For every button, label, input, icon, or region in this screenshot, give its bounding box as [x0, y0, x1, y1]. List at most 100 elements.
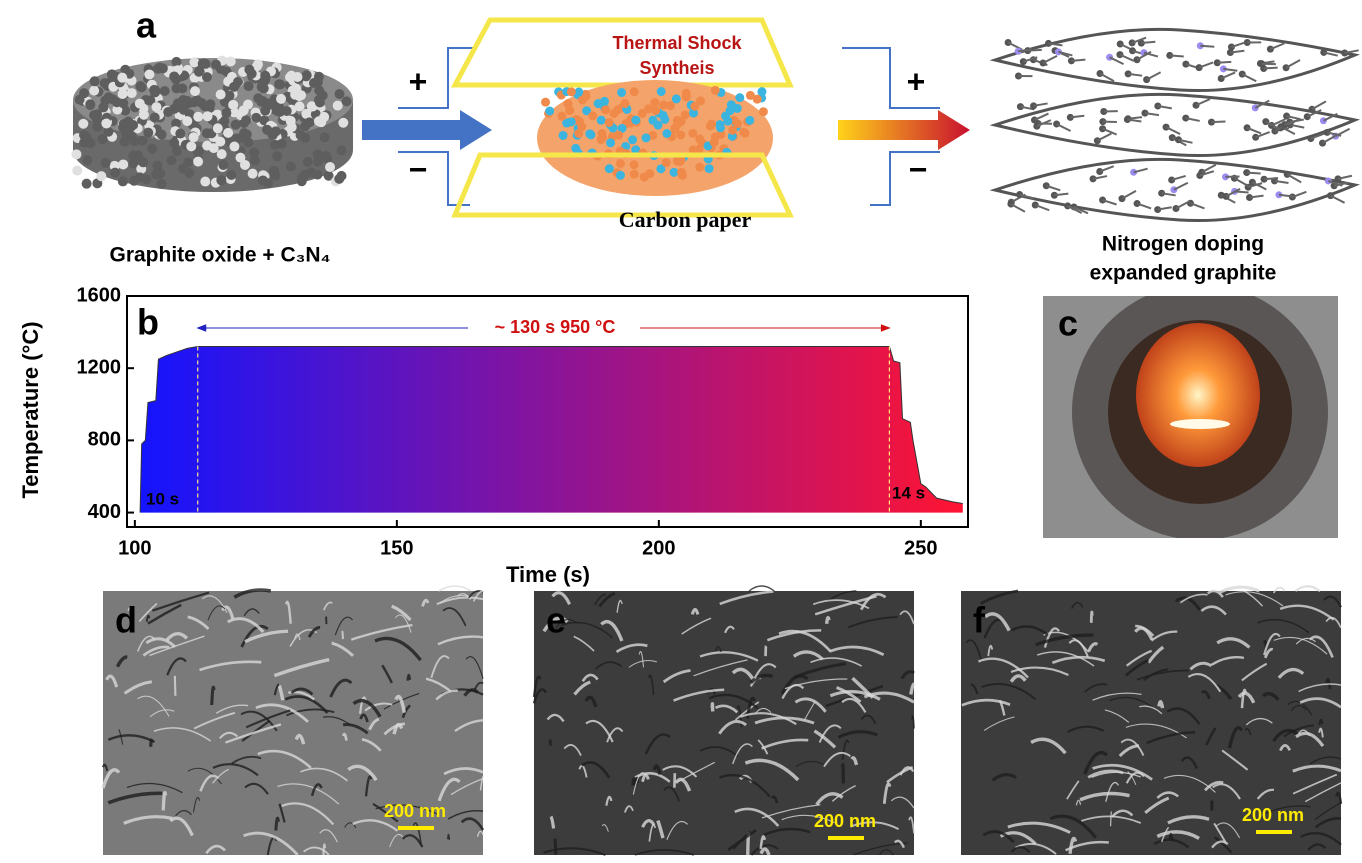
minus: −	[409, 151, 428, 187]
texture	[1256, 788, 1275, 800]
bond	[1344, 49, 1359, 54]
particle	[745, 90, 755, 100]
texture	[1087, 642, 1099, 653]
particle	[671, 94, 681, 104]
texture	[1075, 799, 1082, 806]
texture	[1295, 637, 1316, 645]
particle	[145, 95, 156, 106]
texture	[1168, 833, 1174, 841]
texture	[829, 690, 881, 701]
texture	[173, 675, 177, 696]
texture	[1124, 658, 1150, 677]
particle	[582, 106, 592, 116]
texture	[732, 743, 753, 765]
texture	[859, 592, 887, 611]
texture	[244, 782, 269, 795]
particle	[312, 156, 323, 167]
texture	[601, 824, 609, 832]
particle	[110, 167, 121, 178]
particle	[169, 71, 180, 82]
bond	[1157, 105, 1172, 110]
bond	[1211, 120, 1226, 124]
texture	[882, 782, 892, 804]
bond	[1195, 98, 1211, 107]
texture	[818, 724, 842, 743]
texture	[465, 656, 484, 679]
texture	[970, 683, 979, 695]
texture	[1079, 791, 1130, 802]
texture	[563, 744, 582, 756]
texture	[543, 847, 606, 856]
texture	[352, 819, 399, 832]
texture	[754, 716, 815, 725]
particle	[323, 170, 334, 181]
particle	[244, 64, 255, 75]
texture	[850, 821, 900, 831]
texture	[307, 626, 321, 638]
panel-a: a Graphite oxide + C₃N₄ Thermal Shock Sy…	[71, 5, 1361, 285]
scale-bar	[1256, 830, 1292, 834]
bond	[1033, 102, 1048, 107]
texture	[813, 729, 837, 749]
texture	[1298, 683, 1342, 693]
particle	[325, 162, 336, 173]
particle	[601, 105, 611, 115]
particle	[175, 128, 186, 139]
texture	[981, 683, 1037, 701]
texture	[290, 687, 314, 696]
particle	[604, 164, 614, 174]
bond	[1241, 73, 1257, 83]
texture	[115, 655, 128, 668]
texture	[406, 673, 412, 681]
texture	[364, 702, 393, 712]
texture	[987, 644, 994, 657]
texture	[1304, 782, 1342, 803]
texture	[286, 708, 335, 717]
bond	[1157, 206, 1172, 211]
particle	[96, 171, 107, 182]
bond	[1073, 206, 1089, 215]
particle	[119, 136, 130, 147]
texture	[266, 836, 278, 856]
particle	[100, 157, 111, 168]
texture	[1067, 725, 1105, 733]
particle	[72, 165, 83, 176]
texture	[294, 633, 301, 641]
particle	[648, 115, 658, 125]
particle	[629, 160, 639, 170]
texture	[161, 790, 168, 811]
bond	[1284, 118, 1299, 126]
texture	[1325, 678, 1332, 690]
texture	[1272, 728, 1299, 743]
plus: +	[409, 63, 428, 99]
bond	[1190, 202, 1205, 210]
texture	[277, 783, 340, 805]
particle	[183, 98, 194, 109]
texture	[532, 675, 542, 698]
texture	[1104, 709, 1130, 723]
texture	[980, 589, 1019, 605]
sem-panels: d 200 nm e 200 nm f 200 nm	[101, 585, 1343, 856]
particle	[128, 120, 139, 131]
texture	[323, 601, 333, 611]
particle	[758, 107, 768, 117]
texture	[421, 598, 430, 607]
texture	[1272, 586, 1286, 594]
texture	[137, 635, 156, 652]
particle	[680, 110, 690, 120]
particle	[188, 132, 199, 143]
particle	[223, 127, 234, 138]
particle	[745, 115, 755, 125]
particle	[159, 85, 170, 96]
texture	[1092, 692, 1142, 701]
bond	[1042, 55, 1058, 64]
texture	[677, 761, 716, 783]
sample-particles	[541, 85, 768, 182]
texture	[287, 690, 316, 701]
particle	[628, 135, 638, 145]
particle	[89, 110, 100, 121]
particle	[629, 169, 639, 179]
texture	[1166, 707, 1201, 726]
texture	[1156, 791, 1180, 799]
texture	[1213, 822, 1227, 844]
